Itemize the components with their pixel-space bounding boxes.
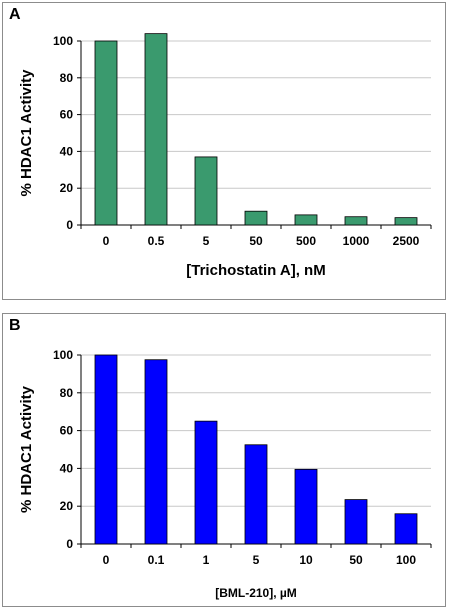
chart-a-gridlines	[81, 40, 431, 189]
chart-b-bar	[294, 468, 318, 545]
chart-a-y-tick-label: 40	[60, 144, 74, 158]
panel-letter-a: A	[9, 6, 21, 23]
panel-letter-b: B	[9, 317, 21, 334]
chart-b-x-axis-title: [BML-210], µM	[215, 586, 297, 600]
chart-a-bar	[344, 216, 368, 226]
chart-a-y-tick-label: 0	[66, 218, 73, 232]
chart-a-x-tick-label: 2500	[393, 234, 420, 248]
chart-a-y-tick-label: 60	[60, 108, 74, 122]
chart-a-y-tick-label: 100	[53, 34, 73, 48]
chart-b-y-tick-label: 80	[60, 386, 74, 400]
chart-b-bar	[144, 359, 168, 545]
chart-b-y-axis-title: % HDAC1 Activity	[18, 385, 35, 513]
chart-a-x-tick-label: 5	[203, 234, 210, 248]
chart-b-y-tick-label: 60	[60, 424, 74, 438]
chart-b-y-tick-label: 0	[66, 537, 73, 551]
chart-a-bar	[94, 40, 118, 226]
chart-b-x-tick-label: 0	[103, 553, 110, 567]
chart-panel-a: A 0 20 40 60 80 100 0 0.5 5 50 500 1000 2500 [Trichos…	[2, 2, 446, 300]
chart-b-x-tick-label: 1	[203, 553, 210, 567]
chart-a-x-tick-label: 500	[296, 234, 316, 248]
chart-a-bar	[294, 214, 318, 226]
chart-a-bar	[144, 33, 168, 226]
chart-a-x-tick-label: 0.5	[148, 234, 165, 248]
chart-b-bar	[394, 513, 418, 545]
chart-a-x-tick-label: 0	[103, 234, 110, 248]
chart-b-svg: 0 20 40 60 80 100 0 0.1 1 5 10 50 100 [BML-210], µM % …	[18, 348, 432, 600]
chart-b-x-tick-label: 100	[396, 553, 416, 567]
chart-panel-b: B 0 20 40 60 80 100 0 0.1 1 5 10 50 100 [BML-210], µM…	[2, 313, 446, 607]
chart-a-x-tick-label: 50	[249, 234, 263, 248]
chart-a-y-axis-title: % HDAC1 Activity	[18, 69, 35, 197]
chart-b-x-tick-label: 10	[299, 553, 313, 567]
chart-a-y-tick-label: 80	[60, 71, 74, 85]
chart-a-bar	[194, 156, 218, 226]
chart-b-y-tick-label: 20	[60, 499, 74, 513]
chart-b-bar	[194, 420, 218, 545]
chart-b-x-tick-label: 0.1	[148, 553, 165, 567]
chart-b-x-tick-label: 50	[349, 553, 363, 567]
chart-a-x-axis-title: [Trichostatin A], nM	[186, 262, 325, 279]
chart-b-y-tick-label: 100	[53, 348, 73, 362]
chart-b-bar	[344, 499, 368, 545]
chart-a-x-tick-label: 1000	[343, 234, 370, 248]
chart-b-bar	[244, 444, 268, 545]
chart-a-y-tick-label: 20	[60, 181, 74, 195]
chart-b-x-tick-label: 5	[253, 553, 260, 567]
chart-b-bar	[94, 354, 118, 545]
chart-b-y-tick-label: 40	[60, 461, 74, 475]
chart-a-bar	[394, 217, 418, 226]
chart-a-bar	[244, 210, 268, 226]
